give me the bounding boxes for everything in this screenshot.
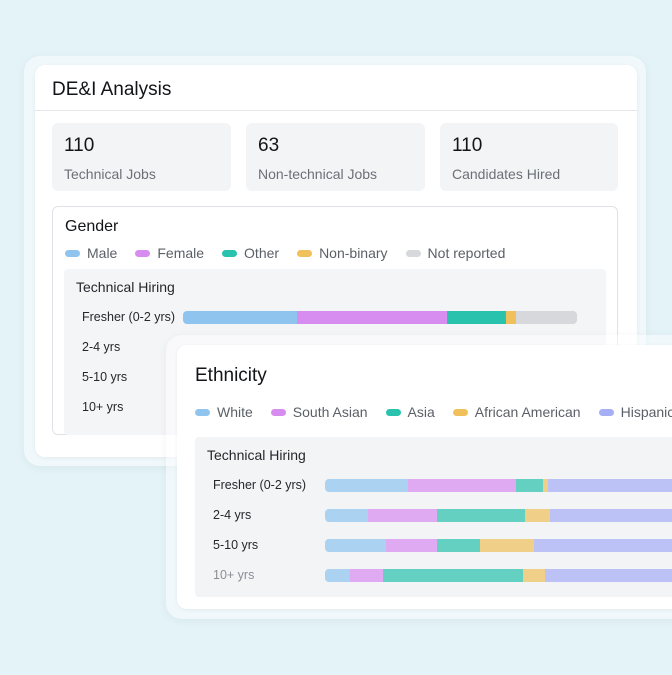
bar-segment-african-american [522, 569, 545, 582]
bar-fresher-0-2-yrs [325, 479, 672, 492]
bar-segment-asia [436, 509, 525, 522]
title-divider [35, 110, 637, 111]
row-label-2-4-yrs: 2-4 yrs [213, 508, 252, 522]
legend-label: White [217, 404, 253, 420]
bar-segment-hispanic [549, 509, 672, 522]
bar-segment-south-asian [407, 479, 516, 492]
card-title: DE&I Analysis [52, 79, 172, 100]
legend-swatch [195, 408, 210, 416]
legend-item-asia: Asia [385, 404, 435, 420]
ethnicity-subtitle: Technical Hiring [207, 447, 306, 463]
row-label-fresher-0-2-yrs: Fresher (0-2 yrs) [213, 478, 307, 492]
legend-label: Non-binary [319, 245, 388, 261]
ethnicity-title: Ethnicity [195, 365, 267, 386]
legend-swatch [222, 249, 238, 257]
legend-item-african-american: African American [452, 404, 581, 420]
stat-label: Non-technical Jobs [258, 166, 378, 182]
gender-title: Gender [65, 218, 119, 235]
bar-segment-other [446, 311, 507, 324]
bar-segment-african-american [524, 509, 550, 522]
legend-label: Hispanic [620, 404, 672, 420]
row-label-5-10-yrs: 5-10 yrs [82, 370, 128, 384]
legend-label: South Asian [292, 404, 368, 420]
bar-segment-white [325, 509, 369, 522]
stat-value: 110 [64, 135, 95, 156]
bar-2-4-yrs [325, 509, 672, 522]
legend-swatch [297, 249, 313, 257]
legend-label: Not reported [427, 245, 506, 261]
bar-segment-asia [382, 569, 523, 582]
legend-item-female: Female [135, 245, 204, 261]
legend-swatch [135, 249, 151, 257]
legend-swatch [405, 249, 421, 257]
legend-label: Female [157, 245, 205, 261]
bar-segment-non-binary [506, 311, 516, 324]
bar-segment-asia [436, 539, 480, 552]
legend-swatch [598, 408, 614, 416]
gender-legend: Male Female Other Non-binary Not reported [65, 245, 523, 261]
legend-swatch [452, 408, 468, 416]
bar-segment-white [325, 479, 408, 492]
row-label-10-yrs: 10+ yrs [82, 400, 124, 414]
stat-value: 110 [452, 135, 483, 156]
row-label-fresher-0-2-yrs: Fresher (0-2 yrs) [82, 310, 176, 324]
bar-segment-male [183, 311, 298, 324]
bar-5-10-yrs [325, 539, 672, 552]
legend-item-other: Other [222, 245, 279, 261]
bar-segment-south-asian [368, 509, 437, 522]
gender-subtitle: Technical Hiring [76, 279, 175, 295]
legend-item-south-asian: South Asian [270, 404, 368, 420]
bar-fresher-0-2-yrs [183, 311, 577, 324]
legend-swatch [385, 408, 401, 416]
bar-segment-south-asian [350, 569, 383, 582]
bar-segment-african-american [542, 479, 549, 492]
legend-item-not-reported: Not reported [405, 245, 506, 261]
ethnicity-technical-hiring: Technical Hiring Fresher (0-2 yrs) 2-4 yr… [195, 437, 672, 597]
legend-label: Male [87, 245, 118, 261]
legend-item-white: White [195, 404, 253, 420]
legend-label: Other [244, 245, 280, 261]
legend-item-hispanic: Hispanic [598, 404, 672, 420]
stat-label: Technical Jobs [64, 166, 156, 182]
stat-value: 63 [258, 135, 280, 156]
bar-segment-not-reported [515, 311, 577, 324]
bar-segment-white [325, 539, 387, 552]
stat-label: Candidates Hired [452, 166, 561, 182]
row-label-10-yrs: 10+ yrs [213, 568, 255, 582]
stat-candidates-hired: 110 Candidates Hired [440, 123, 618, 191]
legend-swatch [270, 408, 286, 416]
legend-item-male: Male [65, 245, 117, 261]
legend-label: African American [474, 404, 581, 420]
bar-segment-african-american [479, 539, 534, 552]
ethnicity-legend: White South Asian Asia African American Hisp… [195, 404, 672, 420]
bar-10-yrs [325, 569, 672, 582]
legend-swatch [65, 249, 80, 257]
bar-segment-hispanic [533, 539, 672, 552]
legend-label: Asia [407, 404, 435, 420]
ethnicity-card: Ethnicity White South Asian Asia African Am… [177, 345, 672, 609]
row-label-5-10-yrs: 5-10 yrs [213, 538, 259, 552]
row-label-2-4-yrs: 2-4 yrs [82, 340, 121, 354]
legend-item-non-binary: Non-binary [297, 245, 388, 261]
stat-technical-jobs: 110 Technical Jobs [52, 123, 231, 191]
bar-segment-hispanic [544, 569, 672, 582]
bar-segment-female [297, 311, 447, 324]
bar-segment-south-asian [386, 539, 437, 552]
stat-non-technical-jobs: 63 Non-technical Jobs [246, 123, 425, 191]
bar-segment-asia [515, 479, 543, 492]
bar-segment-white [325, 569, 351, 582]
bar-segment-hispanic [548, 479, 672, 492]
